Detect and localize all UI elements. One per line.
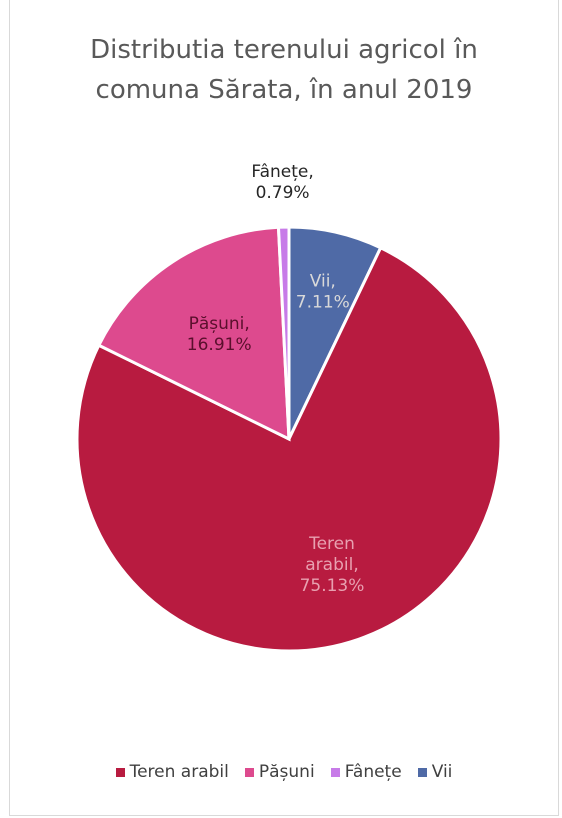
legend-label: Vii: [431, 762, 453, 782]
legend-item-vii: Vii: [417, 762, 453, 782]
chart-title-line-2: comuna Sărata, în anul 2019: [95, 75, 473, 105]
legend-label: Teren arabil: [129, 762, 229, 782]
legend-swatch: [115, 767, 125, 777]
data-label-teren-arabil: Teren arabil, 75.13%: [300, 534, 365, 596]
legend-item-p-uni: Pășuni: [244, 762, 315, 782]
pie-slice-teren-arabil: [75, 245, 503, 653]
legend-swatch: [244, 767, 254, 777]
chart-title: Distributia terenului agricol în comuna …: [10, 30, 558, 110]
legend-label: Pășuni: [258, 762, 315, 782]
data-label-p-uni: Pășuni, 16.91%: [187, 314, 252, 355]
legend-item-teren-arabil: Teren arabil: [115, 762, 229, 782]
chart-legend: Teren arabil Pășuni Fânețe Vii: [10, 762, 558, 782]
legend-item-f-ne-e: Fânețe: [330, 762, 402, 782]
pie-slice-f-ne-e: [276, 225, 291, 440]
chart-area: Distributia terenului agricol în comuna …: [9, 0, 559, 816]
legend-label: Fânețe: [344, 762, 402, 782]
chart-title-line-1: Distributia terenului agricol în: [90, 35, 478, 65]
data-label-vii: Vii, 7.11%: [296, 272, 350, 313]
data-label-f-ne-e: Fânețe, 0.79%: [251, 162, 313, 203]
pie-chart: Vii, 7.11% Teren arabil, 75.13% Pășuni, 16.91%…: [75, 162, 503, 653]
legend-swatch: [417, 767, 427, 777]
pie-slice-p-uni: [96, 225, 291, 442]
legend-swatch: [330, 767, 340, 777]
